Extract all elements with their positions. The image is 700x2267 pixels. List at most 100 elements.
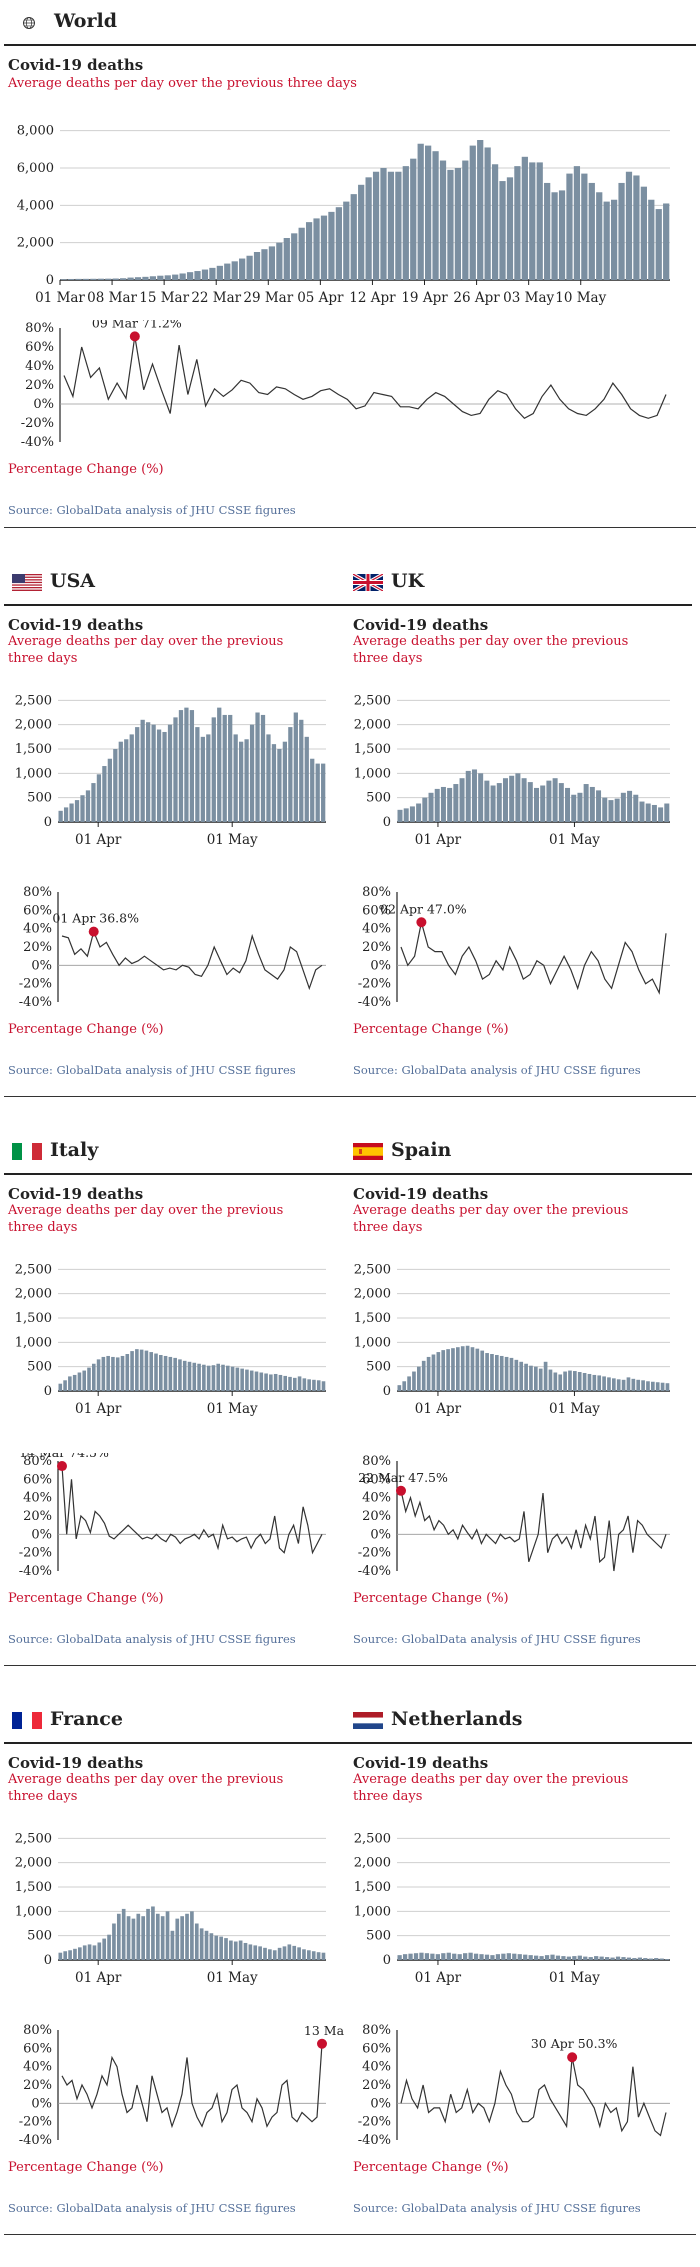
bar (248, 1944, 253, 1960)
bar (563, 1371, 567, 1391)
bar (307, 1950, 311, 1960)
y-tick-label: 2,500 (15, 1831, 52, 1846)
y-tick-label: 2,000 (354, 1856, 391, 1871)
y-tick-label: 20% (23, 2078, 52, 2093)
y-tick-label: 20% (23, 940, 52, 955)
y-tick-label: -20% (358, 2115, 391, 2130)
bar (432, 151, 439, 280)
uk-flag-icon (353, 574, 383, 591)
source-note: Source: GlobalData analysis of JHU CSSE … (353, 1063, 641, 1077)
country-name: USA (50, 570, 96, 592)
y-tick-label: 1,000 (15, 1904, 52, 1919)
y-tick-label: -40% (19, 2133, 52, 2148)
bar (273, 1373, 278, 1391)
bar (588, 1957, 593, 1960)
y-tick-label: 1,000 (15, 766, 52, 781)
pct-series-line (63, 336, 667, 420)
y-tick-label: 20% (23, 1509, 52, 1524)
y-tick-label: 500 (27, 1929, 52, 1944)
panel-uk: UK Covid-19 deaths Average deaths per da… (345, 560, 700, 1090)
bar (441, 1350, 446, 1391)
bar (97, 1942, 102, 1960)
bar (626, 1377, 631, 1391)
bar (528, 1955, 533, 1960)
bar (582, 1372, 587, 1391)
bar (216, 265, 223, 280)
source-note: Source: GlobalData analysis of JHU CSSE … (8, 503, 296, 517)
bar (571, 794, 577, 822)
bar (599, 1956, 604, 1960)
bar (633, 794, 639, 822)
bar (102, 1938, 107, 1960)
y-tick-label: 1,000 (354, 1335, 391, 1350)
pct-line-chart: 80% 60% 40% 20% 0% -20% -40% 09 Mar 71.2% (21, 320, 670, 450)
country-name: Spain (391, 1139, 452, 1161)
bar-chart: 0 500 1,000 1,500 2,000 2,500 01 Apr 01 May (354, 693, 670, 848)
chart-subtitle: Average deaths per day over the previous… (353, 1772, 629, 1804)
bar (141, 1916, 146, 1960)
bar (417, 143, 424, 280)
bar (565, 787, 571, 822)
bar (200, 736, 205, 822)
y-tick-label: 500 (366, 1360, 391, 1375)
bar (509, 1357, 514, 1391)
bar (144, 1350, 149, 1391)
y-tick-label: 1,500 (354, 1880, 391, 1895)
y-tick-label: 20% (362, 1509, 391, 1524)
x-tick-label: 01 Apr (75, 1970, 122, 1986)
bar (63, 807, 69, 822)
divider (4, 1665, 696, 1666)
bar-chart: 0 500 1,000 1,500 2,000 2,500 01 Apr 01 May (354, 1262, 670, 1417)
bar (163, 1355, 168, 1391)
y-tick-label: 0% (31, 1527, 52, 1542)
bar (97, 278, 104, 280)
pct-line-chart: 80% 60% 40% 20% 0% -20% -40% 22 Mar 47.5% (358, 1454, 670, 1579)
bar (199, 1928, 204, 1960)
y-tick-label: 40% (23, 2060, 52, 2075)
y-tick-label: -40% (21, 435, 54, 450)
bar (610, 1957, 615, 1960)
bar (82, 1945, 87, 1960)
chart-title: Covid-19 deaths (8, 1754, 144, 1772)
y-tick-label: 8,000 (17, 124, 54, 139)
bar (206, 734, 211, 822)
bar (441, 1953, 446, 1960)
bar (473, 1953, 479, 1960)
bar (102, 766, 107, 822)
country-header: World (4, 0, 696, 46)
y-tick-label: 60% (362, 2041, 391, 2056)
pct-line-chart: 80% 60% 40% 20% 0% -20% -40% 14 Mar 74.5% (19, 1453, 326, 1579)
bar (408, 1953, 413, 1960)
bar (226, 1365, 230, 1391)
bar (178, 1359, 182, 1391)
bar (92, 1945, 97, 1960)
panel-world: World Covid-19 deaths Average deaths per… (0, 0, 700, 530)
pct-series-line (61, 2043, 323, 2129)
divider (4, 2234, 696, 2235)
bar (558, 190, 566, 280)
bar (120, 278, 127, 280)
x-tick-label: 01 May (207, 1401, 258, 1417)
bar (610, 199, 618, 280)
y-tick-label: 1,500 (15, 742, 52, 757)
y-tick-label: 2,000 (354, 1287, 391, 1302)
bar (328, 211, 335, 280)
bar (91, 783, 96, 822)
bar (350, 194, 357, 280)
bar (577, 792, 583, 822)
bar (106, 1355, 110, 1391)
bar (665, 1959, 670, 1960)
bar (162, 731, 167, 822)
y-tick-label: 1,500 (15, 1880, 52, 1895)
bar (566, 173, 573, 280)
bar (451, 1348, 455, 1391)
bar (255, 712, 260, 822)
bar (502, 778, 508, 822)
bar (159, 1354, 163, 1391)
bar (140, 719, 145, 822)
bar (230, 1366, 235, 1391)
bar (282, 741, 288, 822)
bar (436, 1352, 441, 1391)
bar (561, 1956, 566, 1960)
x-tick-label: 10 May (555, 290, 606, 306)
